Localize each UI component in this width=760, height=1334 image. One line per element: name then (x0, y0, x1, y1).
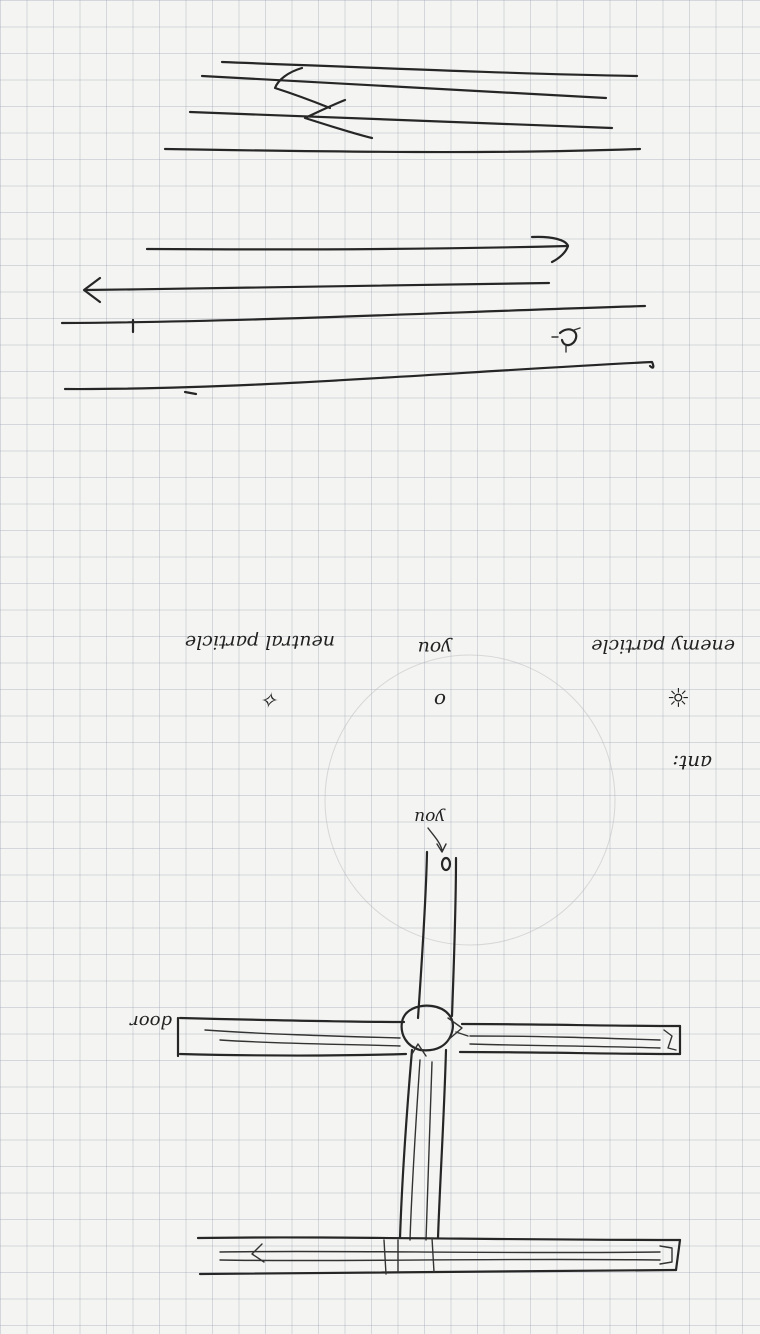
vertical-corridor-left-wall (416, 850, 429, 1020)
legend: ant: enemy particle ☼ you o neutral part… (185, 631, 735, 775)
stream-line-3 (188, 110, 614, 130)
you-marker-icon: o (434, 689, 446, 713)
stream-line-1 (220, 60, 639, 78)
neutral-particle-legend-icon: ✧ (261, 686, 281, 711)
upper-horizontal-corridor (176, 1016, 682, 1058)
stream-line-2 (200, 74, 608, 100)
arrow-line-2 (83, 281, 551, 292)
legend-neutral-label: neutral particle (185, 631, 335, 653)
chevron-mark-1 (273, 66, 332, 110)
arrow-line-1 (145, 244, 570, 251)
pointer-arrow-icon (427, 827, 447, 853)
enemy-particle-icon: ☼ (667, 681, 690, 711)
neutral-particle-icon (551, 327, 581, 353)
stream-line-4 (163, 147, 642, 154)
legend-you-label: you (418, 637, 453, 659)
legend-title: ant: (672, 751, 712, 775)
chevron-mark-2 (303, 98, 374, 140)
arrow-stream-lines (60, 235, 655, 396)
map-you-label: you (414, 807, 446, 827)
top-stream-lines (163, 60, 642, 154)
lower-horizontal-corridor (196, 1236, 682, 1276)
left-arrow-icon-2 (251, 1243, 265, 1263)
junction-node (400, 1004, 454, 1052)
corridor-map: you door (129, 807, 682, 1276)
door-label: door (129, 1011, 172, 1032)
arrow-line-4 (63, 360, 655, 391)
you-map-marker (440, 856, 452, 872)
arrow-line-3 (60, 304, 647, 325)
faint-pencil-circle (324, 654, 616, 946)
hook-mark (530, 235, 570, 264)
lower-vertical-corridor (398, 1043, 448, 1241)
left-arrow-icon (82, 276, 102, 304)
tick-mark-2 (183, 390, 198, 396)
vertical-corridor-right-wall (450, 856, 458, 1018)
legend-enemy-label: enemy particle (591, 635, 735, 657)
